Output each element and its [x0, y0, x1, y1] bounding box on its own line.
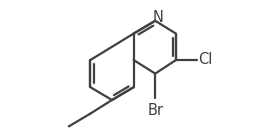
Text: N: N	[153, 10, 164, 25]
Text: Br: Br	[147, 103, 163, 118]
Text: Cl: Cl	[198, 52, 213, 67]
